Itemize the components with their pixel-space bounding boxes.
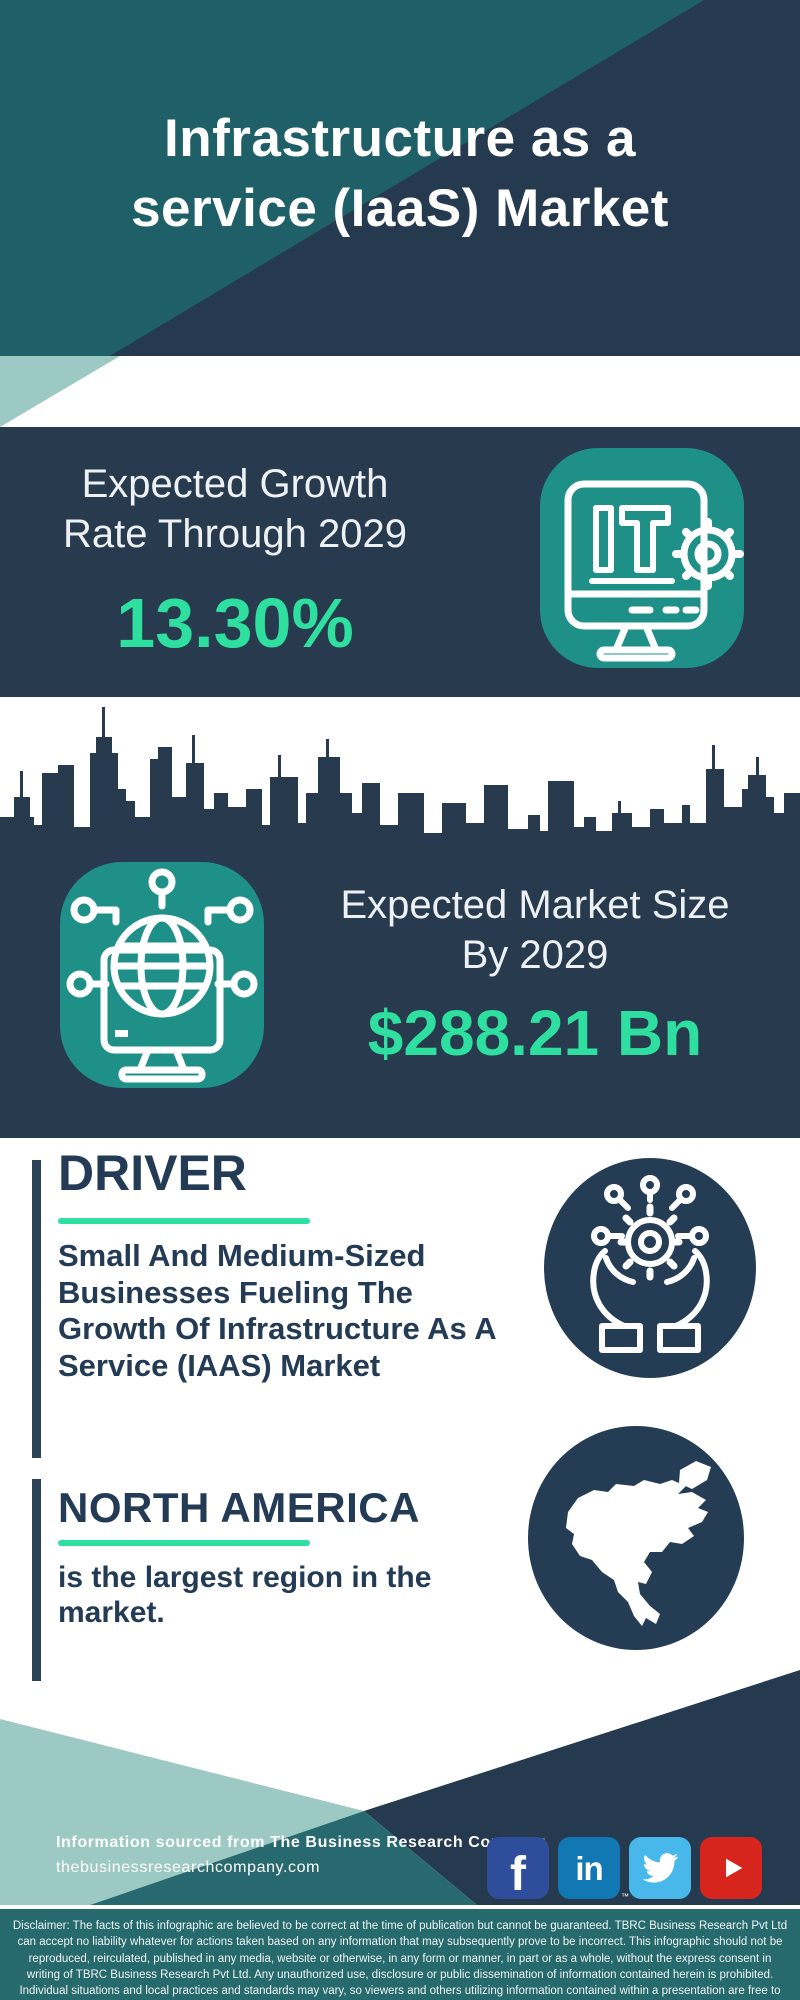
region-accent-bar bbox=[32, 1479, 41, 1681]
region-heading: NORTH AMERICA bbox=[58, 1484, 420, 1531]
market-size-heading-line2: By 2029 bbox=[461, 933, 609, 977]
market-size-value: $288.21 Bn bbox=[367, 997, 703, 1069]
hands-holding-gear-icon bbox=[544, 1158, 756, 1378]
globe-network-monitor-icon bbox=[60, 862, 264, 1088]
disclaimer-band: Disclaimer: The facts of this infographi… bbox=[0, 1909, 800, 2000]
growth-heading: Expected Growth Rate Through 2029 bbox=[15, 459, 455, 559]
hero-header: Infrastructure as a service (IaaS) Marke… bbox=[0, 0, 800, 356]
market-size-section: Expected Market Size By 2029 $288.21 Bn bbox=[0, 860, 800, 1138]
page-title: Infrastructure as a service (IaaS) Marke… bbox=[0, 104, 800, 244]
market-size-heading: Expected Market Size By 2029 bbox=[290, 880, 780, 980]
page-title-line1: Infrastructure as a bbox=[164, 109, 636, 168]
city-skyline-graphic bbox=[0, 697, 800, 860]
sage-corner-shape bbox=[0, 356, 120, 427]
disclaimer-text: Disclaimer: The facts of this infographi… bbox=[12, 1920, 788, 1998]
it-monitor-gear-icon bbox=[540, 448, 744, 668]
linkedin-tm-mark: ™ bbox=[621, 1892, 629, 1901]
twitter-bird-glyph bbox=[642, 1853, 679, 1883]
region-section: NORTH AMERICA is the largest region in t… bbox=[0, 1426, 800, 1708]
driver-heading: DRIVER bbox=[58, 1145, 247, 1201]
page-title-line2: service (IaaS) Market bbox=[131, 178, 669, 238]
driver-accent-bar bbox=[32, 1160, 41, 1458]
social-links: f in ™ bbox=[487, 1837, 762, 1901]
youtube-play-icon[interactable] bbox=[700, 1837, 762, 1899]
north-america-map-icon bbox=[528, 1426, 744, 1650]
divider-band bbox=[0, 356, 800, 427]
linkedin-in-glyph: in bbox=[575, 1849, 603, 1887]
youtube-play-glyph bbox=[726, 1858, 743, 1878]
source-line1: Information sourced from The Business Re… bbox=[56, 1834, 546, 1851]
linkedin-icon[interactable]: in ™ bbox=[558, 1837, 629, 1901]
region-underline bbox=[58, 1540, 310, 1546]
market-size-heading-line1: Expected Market Size bbox=[340, 883, 730, 927]
footer-divider-line bbox=[0, 1905, 800, 1909]
growth-heading-line2: Rate Through 2029 bbox=[63, 512, 407, 556]
facebook-icon[interactable]: f bbox=[487, 1837, 549, 1899]
driver-body-text: Small And Medium-Sized Businesses Fuelin… bbox=[58, 1238, 496, 1383]
driver-section: DRIVER Small And Medium-Sized Businesses… bbox=[0, 1138, 800, 1458]
twitter-bird-icon[interactable] bbox=[629, 1837, 691, 1899]
source-website-link[interactable]: thebusinessresearchcompany.com bbox=[56, 1859, 321, 1876]
driver-underline bbox=[58, 1218, 310, 1224]
source-info: Information sourced from The Business Re… bbox=[56, 1834, 545, 1877]
growth-rate-value: 13.30% bbox=[116, 584, 354, 662]
region-body-text: is the largest region in the market. bbox=[58, 1561, 432, 1630]
growth-heading-line1: Expected Growth bbox=[81, 462, 389, 506]
growth-rate-section: Expected Growth Rate Through 2029 13.30% bbox=[0, 427, 800, 697]
facebook-f-glyph: f bbox=[510, 1848, 526, 1901]
